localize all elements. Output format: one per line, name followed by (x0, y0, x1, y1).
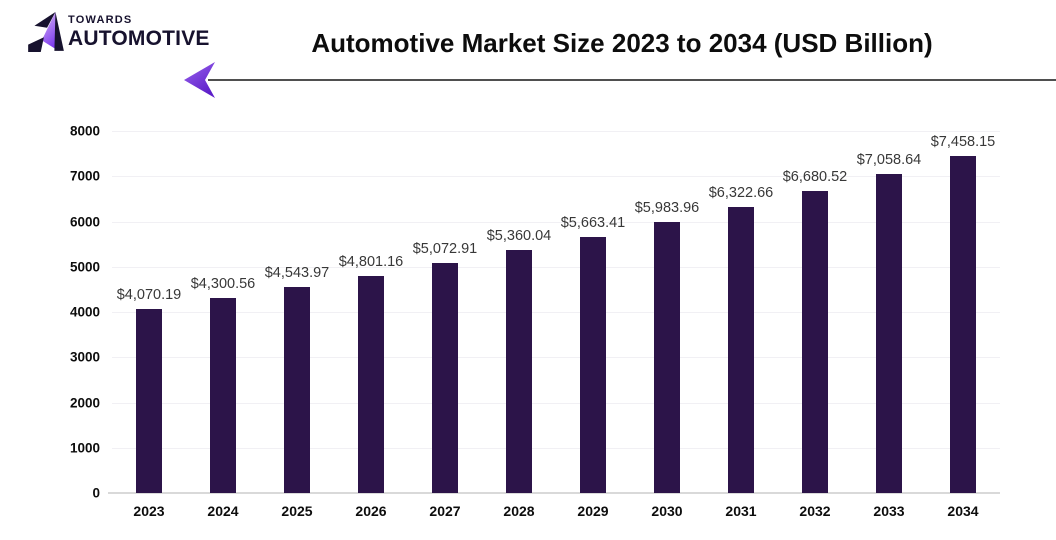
y-axis-tick-label: 5000 (69, 259, 100, 275)
y-axis-tick-label: 0 (92, 485, 100, 501)
logo-text: TOWARDS AUTOMOTIVE (68, 11, 210, 50)
x-axis-tick-label: 2024 (207, 503, 239, 519)
x-axis-tick-label: 2025 (281, 503, 313, 519)
bar (358, 275, 384, 493)
gridline (112, 176, 1000, 178)
header-divider-line (208, 79, 1056, 81)
bar (506, 250, 532, 493)
market-size-bar-chart: 0 1000 2000 3000 4000 5000 6000 7000 8000 $4,070.… (0, 100, 1056, 540)
x-axis-tick-label: 2027 (429, 503, 461, 519)
gridline (112, 312, 1000, 313)
y-axis-tick-label: 6000 (69, 214, 100, 229)
page-title: Automotive Market Size 2023 to 2034 (USD… (311, 28, 933, 58)
gridline (112, 357, 1000, 359)
y-axis-tick-label: 7000 (69, 168, 100, 184)
bar-value-label: $6,680.52 (782, 168, 848, 185)
towards-automotive-logo: TOWARDS AUTOMOTIVE (28, 11, 210, 53)
x-axis-tick-label: 2034 (947, 503, 979, 519)
x-axis-tick-label: 2026 (355, 503, 387, 519)
bar-value-label: $7,458.15 (930, 133, 996, 150)
y-axis-tick-label: 4000 (69, 304, 100, 320)
bar-value-label: $5,983.96 (634, 200, 700, 217)
bar-value-label: $7,058.64 (856, 151, 922, 168)
x-axis-tick-label: 2028 (503, 503, 535, 519)
bar-value-label: $4,070.19 (116, 286, 182, 303)
left-arrow-icon (184, 62, 215, 98)
y-axis-tick-label: 1000 (69, 440, 100, 456)
gridline (112, 266, 1000, 268)
gridline (112, 221, 1000, 223)
bar (728, 206, 754, 493)
x-axis-tick-label: 2029 (577, 503, 609, 519)
logo-automotive-label: AUTOMOTIVE (68, 27, 210, 50)
bar (136, 308, 162, 493)
x-axis-line (108, 492, 1000, 494)
logo-towards-label: TOWARDS (68, 14, 133, 26)
bar (210, 298, 236, 493)
bar (876, 173, 902, 493)
bar (950, 155, 976, 493)
gridline (112, 402, 1000, 404)
x-axis-tick-label: 2032 (799, 503, 831, 519)
bar (654, 222, 680, 493)
bar (284, 287, 310, 493)
bar-value-label: $4,543.97 (264, 265, 330, 282)
bar (432, 263, 458, 493)
bar-value-label: $5,360.04 (486, 228, 552, 245)
bar-value-label: $4,801.16 (338, 253, 404, 270)
bar-value-label: $6,322.66 (708, 184, 774, 201)
x-axis-tick-label: 2033 (873, 503, 905, 519)
y-axis-tick-label: 8000 (69, 123, 100, 139)
bar-value-label: $4,300.56 (190, 276, 256, 293)
bar (802, 190, 828, 493)
logo-a-icon (28, 12, 64, 52)
gridline (112, 447, 1000, 449)
bar-value-label: $5,663.41 (560, 214, 626, 231)
x-axis-tick-label: 2030 (651, 503, 683, 519)
bar-value-label: $5,072.91 (412, 241, 478, 258)
gridline (112, 131, 1000, 132)
x-axis-tick-label: 2031 (725, 503, 757, 519)
y-axis-tick-label: 3000 (69, 349, 100, 365)
bar (580, 236, 606, 493)
y-axis-tick-label: 2000 (69, 395, 100, 410)
x-axis-tick-label: 2023 (133, 503, 165, 519)
